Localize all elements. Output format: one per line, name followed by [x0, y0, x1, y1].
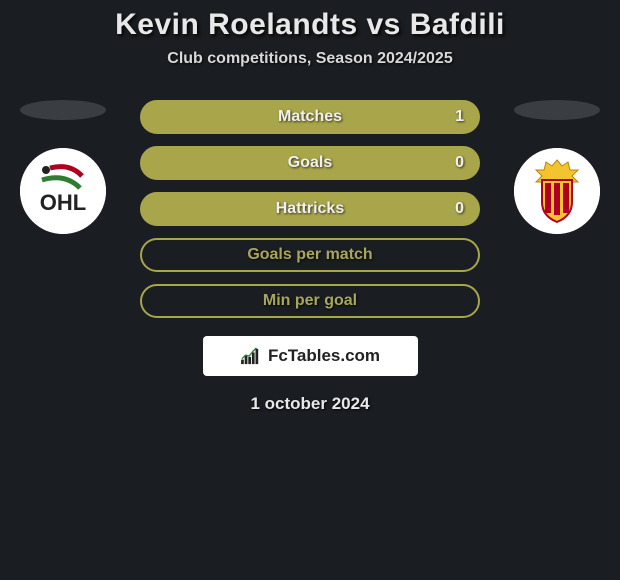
stat-bars: Matches 1 Goals 0 Hattricks 0 Goals per match M…	[140, 100, 480, 318]
stat-label: Hattricks	[276, 200, 344, 218]
stat-value-right: 0	[455, 154, 464, 172]
stat-label: Matches	[278, 108, 342, 126]
right-club-logo	[514, 148, 600, 234]
page-title: Kevin Roelandts vs Bafdili	[0, 8, 620, 42]
left-column: OHL	[8, 100, 118, 234]
attribution-text: FcTables.com	[268, 346, 380, 366]
stat-label: Goals	[288, 154, 332, 172]
comparison-infographic: Kevin Roelandts vs Bafdili Club competit…	[0, 0, 620, 414]
stat-bar-goals-per-match: Goals per match	[140, 238, 480, 272]
svg-text:OHL: OHL	[40, 190, 86, 215]
mechelen-logo-icon	[514, 148, 600, 234]
stat-bar-goals: Goals 0	[140, 146, 480, 180]
stat-value-right: 1	[455, 108, 464, 126]
main-row: OHL Matches 1 Goals 0 Hattricks 0 Goals per ma…	[0, 100, 620, 318]
left-oval	[20, 100, 106, 120]
date-text: 1 october 2024	[0, 394, 620, 414]
subtitle: Club competitions, Season 2024/2025	[0, 50, 620, 68]
stat-bar-min-per-goal: Min per goal	[140, 284, 480, 318]
attribution-badge: FcTables.com	[203, 336, 418, 376]
stat-label: Goals per match	[247, 246, 372, 264]
right-column	[502, 100, 612, 234]
stat-label: Min per goal	[263, 292, 357, 310]
left-club-logo: OHL	[20, 148, 106, 234]
right-oval	[514, 100, 600, 120]
stat-value-right: 0	[455, 200, 464, 218]
fctables-icon	[240, 347, 262, 365]
ohl-logo-icon: OHL	[20, 148, 106, 234]
stat-bar-hattricks: Hattricks 0	[140, 192, 480, 226]
stat-bar-matches: Matches 1	[140, 100, 480, 134]
